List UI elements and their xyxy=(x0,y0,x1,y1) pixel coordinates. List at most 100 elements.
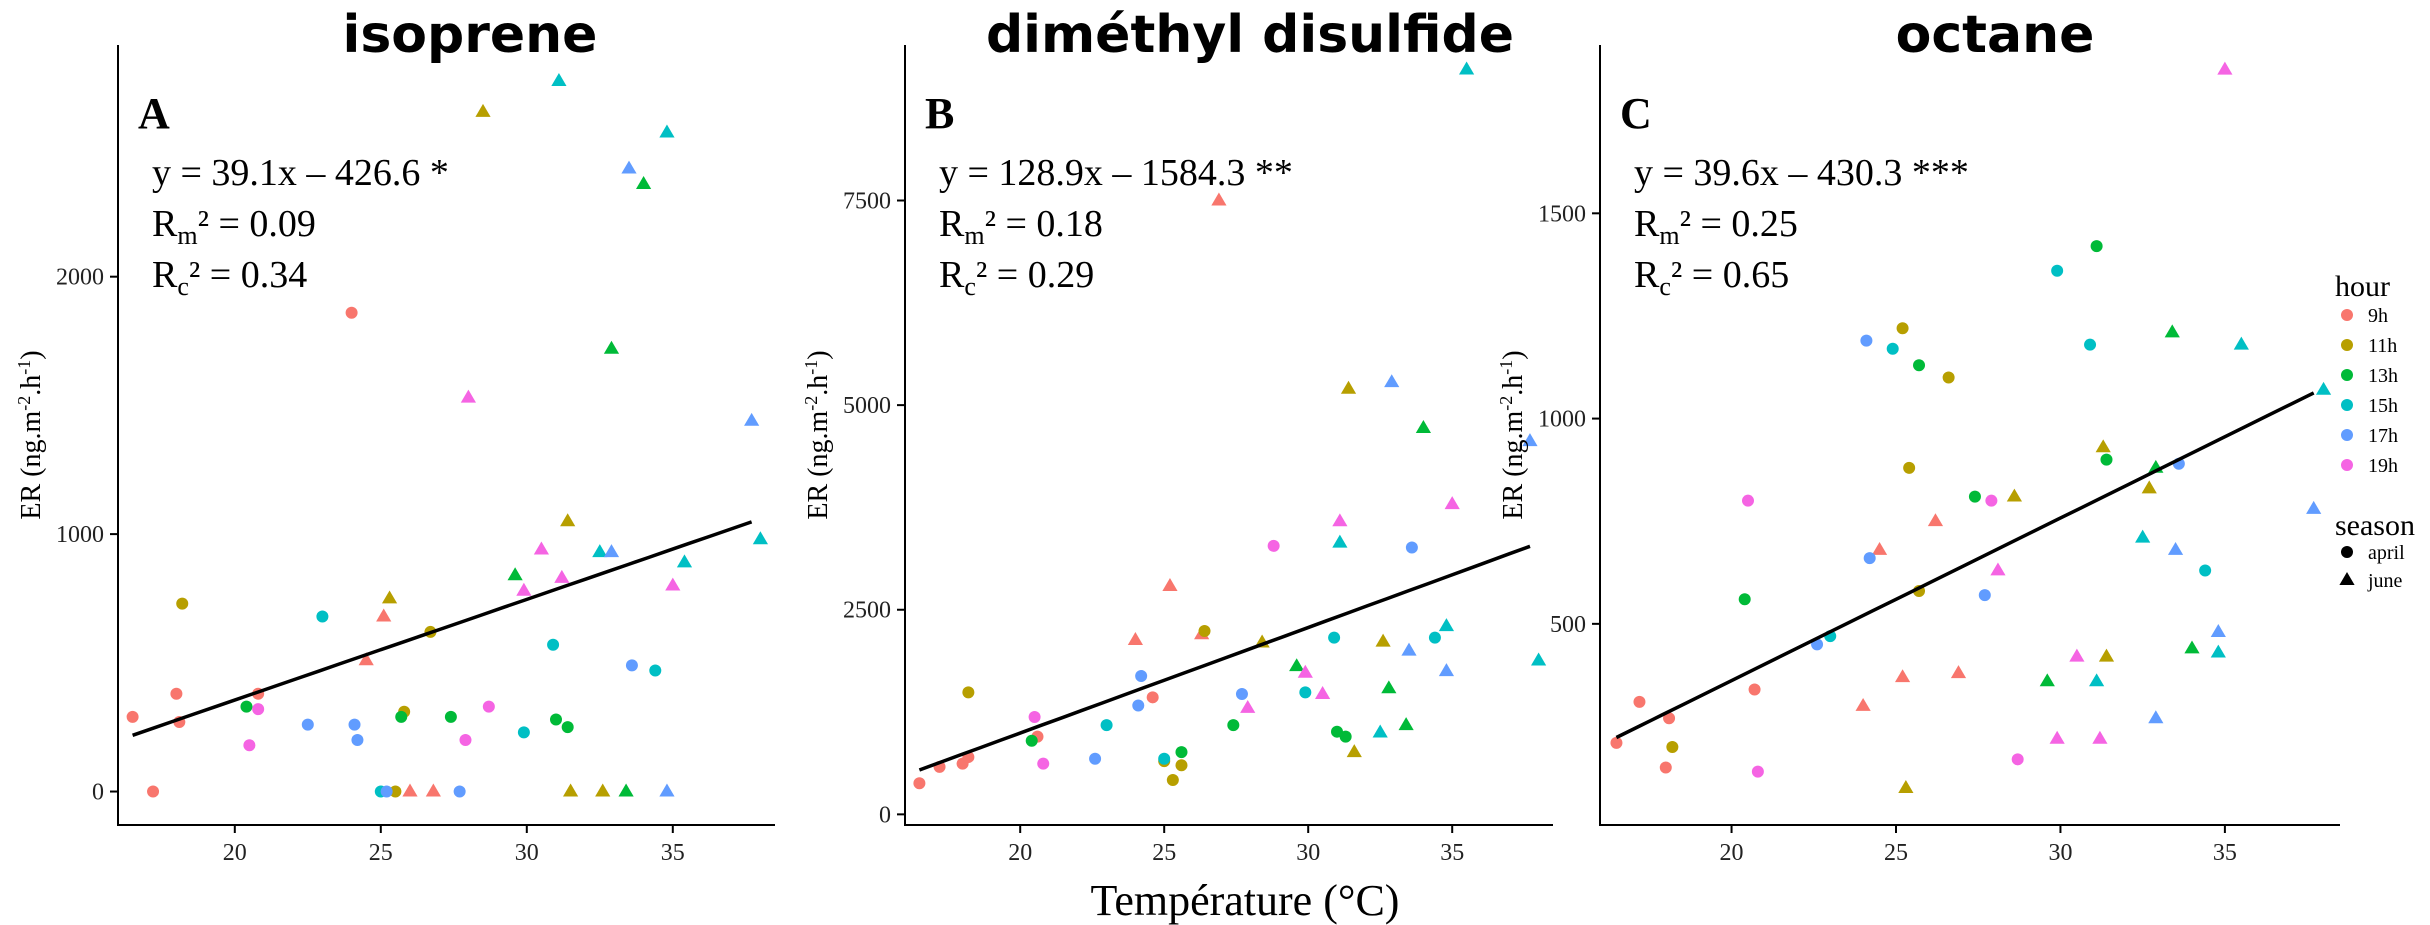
r2-conditional-part: c xyxy=(177,272,189,301)
data-point xyxy=(752,531,768,545)
data-point xyxy=(1913,359,1926,372)
y-tick-label: 0 xyxy=(879,802,891,828)
data-point xyxy=(1158,752,1171,765)
data-point xyxy=(376,608,392,622)
data-point xyxy=(1100,719,1113,732)
data-point xyxy=(1175,759,1188,772)
y-axis-title-part: .h xyxy=(1498,375,1529,396)
data-point xyxy=(516,582,532,596)
y-tick-label: 2500 xyxy=(843,598,891,624)
data-point xyxy=(1332,534,1348,548)
data-point xyxy=(475,103,491,117)
regression-line xyxy=(918,544,1531,772)
data-point xyxy=(2199,564,2212,577)
data-point xyxy=(1135,670,1148,683)
data-point xyxy=(1235,688,1248,701)
data-point xyxy=(2039,673,2055,687)
data-point xyxy=(1855,697,1871,711)
r2-conditional-part: R xyxy=(1634,254,1660,296)
data-point xyxy=(665,577,681,591)
data-point xyxy=(2051,264,2064,277)
y-axis-title-part: ) xyxy=(16,350,47,359)
data-point xyxy=(1903,461,1916,474)
x-tick-label: 20 xyxy=(1720,840,1744,866)
y-axis-title-part: -1 xyxy=(1496,360,1516,375)
data-point xyxy=(1886,342,1899,355)
data-point xyxy=(1428,631,1441,644)
legend-hour-label: 19h xyxy=(2368,455,2398,477)
y-tick-label: 5000 xyxy=(843,393,891,419)
legend-season-label: april xyxy=(2368,542,2405,564)
data-point xyxy=(603,544,620,558)
data-point xyxy=(1211,192,1227,206)
r2-marginal-part: R xyxy=(152,203,178,245)
data-point xyxy=(1267,539,1280,552)
data-point xyxy=(1025,734,1038,747)
data-point xyxy=(345,306,358,319)
equation-text: y = 39.1x – 426.6 * xyxy=(152,152,449,194)
data-point xyxy=(659,783,675,797)
data-point xyxy=(126,710,139,723)
r2-conditional-part: c xyxy=(964,272,976,301)
r2-marginal-text: Rm² = 0.09 xyxy=(152,203,316,250)
data-point xyxy=(351,734,364,747)
data-point xyxy=(621,160,637,174)
data-point xyxy=(2164,324,2180,338)
data-point xyxy=(1459,61,1475,75)
r2-conditional-part: ² = 0.65 xyxy=(1671,254,1789,296)
panel-title: isoprene xyxy=(343,5,598,65)
data-point xyxy=(2090,240,2103,253)
data-point xyxy=(1610,736,1623,749)
legend-hour-title: hour xyxy=(2335,270,2390,303)
y-axis-title-part: -2 xyxy=(801,396,821,411)
data-point xyxy=(2135,529,2151,543)
panel-b: diméthyl disulfide 20 25 30 35 0 2500 5000 7500 E… xyxy=(801,5,1553,866)
data-point xyxy=(550,713,562,726)
data-point xyxy=(380,785,393,798)
legend-season-title: season xyxy=(2335,509,2415,542)
x-tick-label: 20 xyxy=(223,840,247,866)
y-axis-title-part: ER (ng.m xyxy=(803,411,834,520)
y-tick-label: 1500 xyxy=(1538,201,1586,227)
data-point xyxy=(1332,513,1348,527)
data-point xyxy=(1738,593,1751,606)
x-tick-label: 20 xyxy=(1008,840,1032,866)
data-point xyxy=(1894,669,1911,683)
data-point xyxy=(547,638,560,651)
data-point xyxy=(316,610,329,623)
data-point xyxy=(962,686,975,699)
data-point xyxy=(1927,513,1944,527)
legend: hour 9h 11h 13h 15h 17h 19h season april june xyxy=(2335,270,2415,592)
y-tick-label: 2000 xyxy=(56,265,104,291)
y-axis-title-part: -1 xyxy=(14,360,34,375)
data-point xyxy=(2095,439,2111,453)
r2-marginal-part: m xyxy=(1659,221,1679,250)
data-point xyxy=(1522,433,1538,447)
data-point xyxy=(1531,652,1547,666)
data-point xyxy=(170,687,183,700)
data-point xyxy=(1146,691,1159,704)
data-point xyxy=(1398,717,1414,731)
data-point xyxy=(1444,496,1460,510)
data-point xyxy=(1985,494,1998,507)
legend-season-key xyxy=(2339,572,2355,585)
r2-marginal-part: m xyxy=(177,221,197,250)
data-point xyxy=(301,718,314,731)
data-point xyxy=(1289,658,1305,672)
data-point xyxy=(1633,695,1646,708)
y-axis-title-part: -1 xyxy=(801,360,821,375)
data-point xyxy=(1340,380,1357,394)
panel-title: octane xyxy=(1896,5,2095,65)
data-point xyxy=(2210,624,2226,638)
y-axis-title-part: -2 xyxy=(14,396,34,411)
legend-hour-label: 13h xyxy=(2368,365,2398,387)
legend-hour-key xyxy=(2341,399,2353,411)
data-point xyxy=(1748,683,1761,696)
data-point xyxy=(554,569,570,583)
data-point xyxy=(2049,730,2065,744)
data-point xyxy=(1375,633,1391,647)
data-point xyxy=(649,664,662,677)
regression-line xyxy=(132,520,753,737)
r2-conditional-part: R xyxy=(152,254,178,296)
